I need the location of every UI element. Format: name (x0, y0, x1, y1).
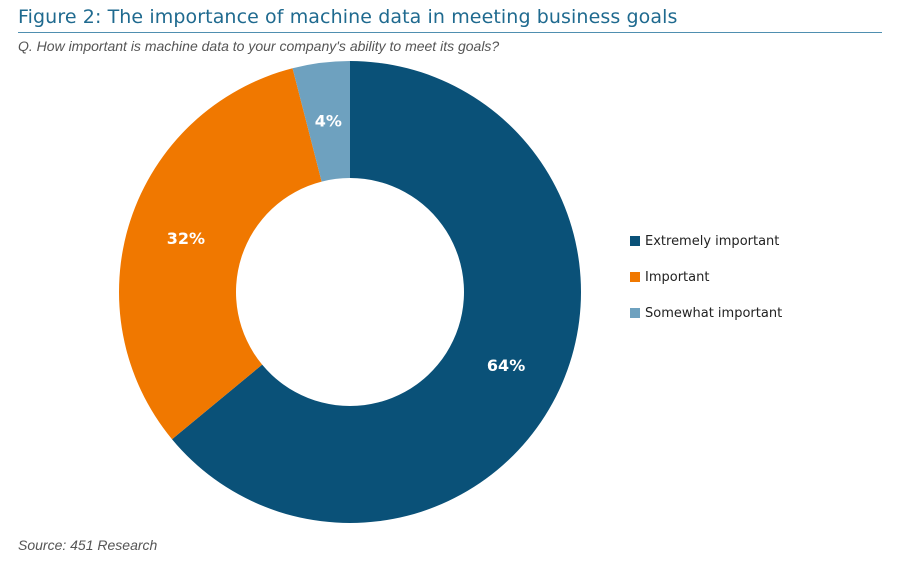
chart-legend: Extremely important Important Somewhat i… (630, 232, 782, 340)
slice-label-important: 32% (167, 229, 205, 248)
legend-label: Somewhat important (645, 305, 783, 321)
donut-slice-extremely-important (172, 61, 581, 523)
legend-label: Important (645, 269, 710, 285)
legend-swatch (630, 236, 640, 246)
legend-label: Extremely important (645, 233, 780, 249)
legend-item-extremely-important: Extremely important (630, 232, 782, 250)
chart-subtitle: Q. How important is machine data to your… (18, 38, 500, 54)
legend-swatch (630, 272, 640, 282)
chart-source: Source: 451 Research (18, 537, 158, 553)
legend-item-somewhat-important: Somewhat important (630, 304, 782, 322)
slice-label-extremely-important: 64% (487, 356, 525, 375)
donut-slices (118, 61, 581, 523)
title-divider (18, 32, 882, 33)
donut-slice-somewhat-important (292, 61, 350, 182)
figure-title: Figure 2: The importance of machine data… (18, 6, 678, 28)
donut-slice-labels: 64% 32% 4% (167, 111, 525, 375)
legend-swatch (630, 308, 640, 318)
donut-slice-important (118, 68, 322, 440)
slice-label-somewhat-important: 4% (315, 111, 342, 130)
legend-item-important: Important (630, 268, 782, 286)
